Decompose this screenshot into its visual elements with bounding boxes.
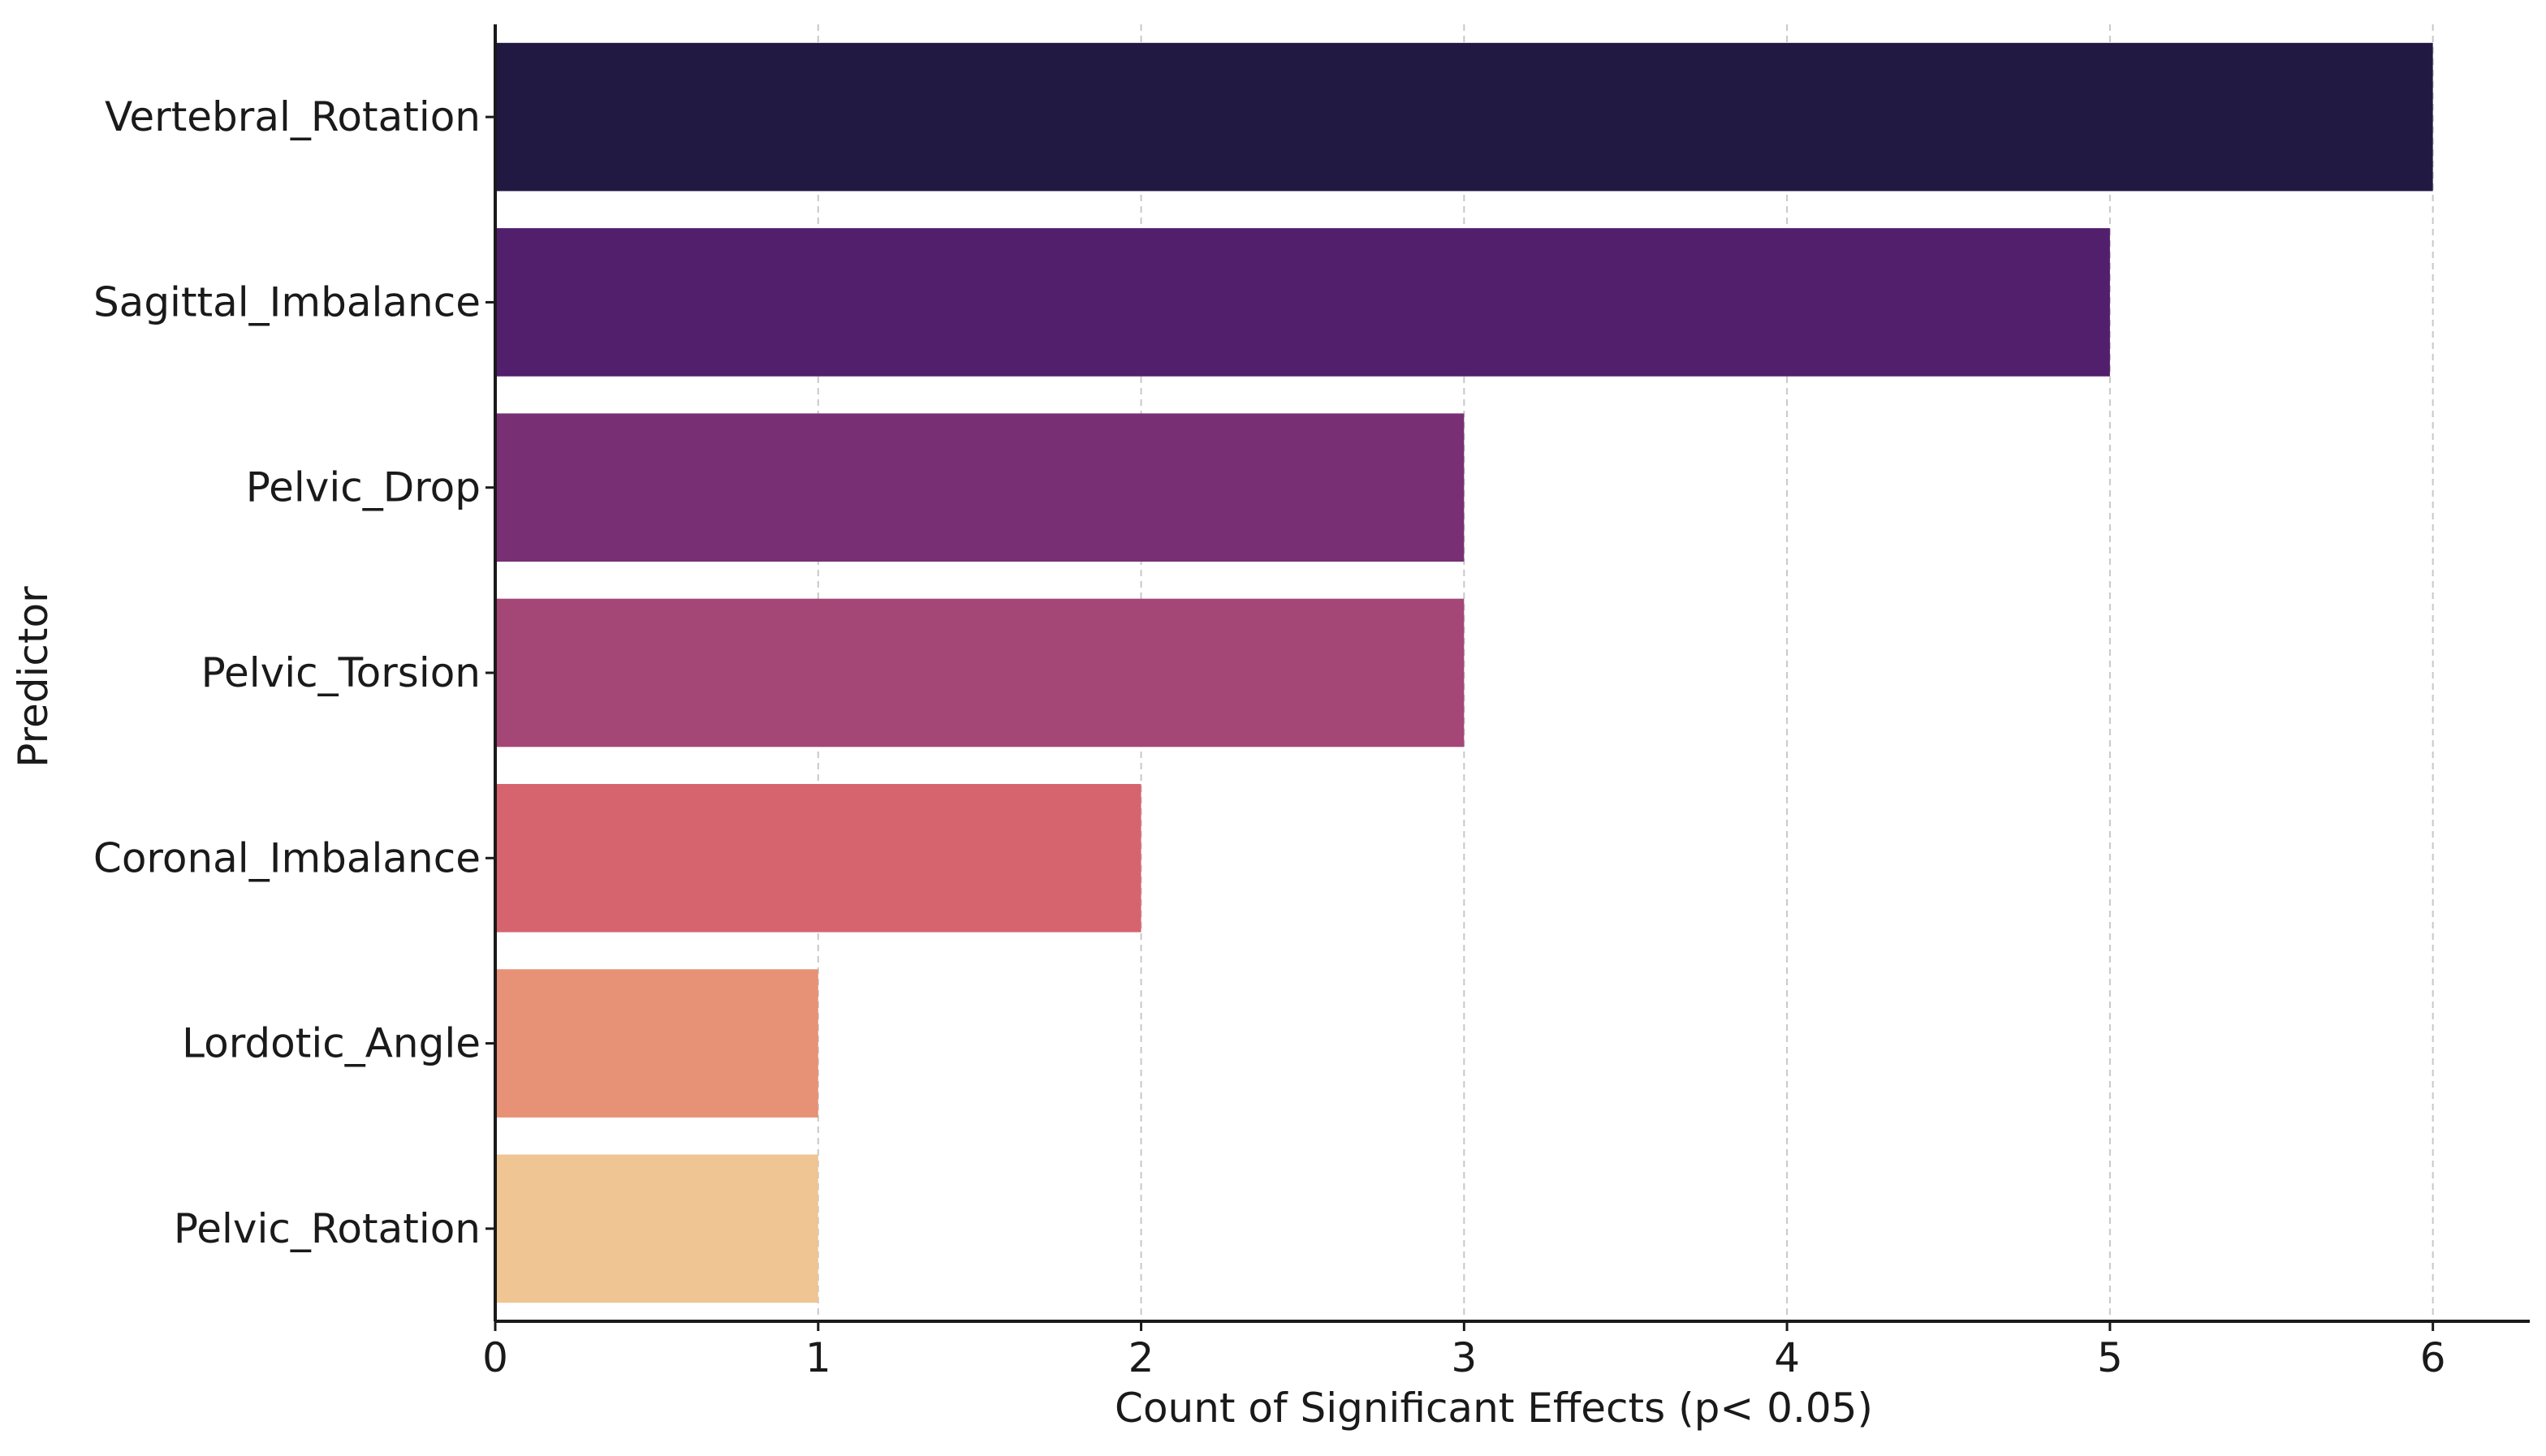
x-tick-label: 3	[1451, 1334, 1477, 1381]
bar-pelvic-torsion	[495, 598, 1465, 747]
bar-vertebral-rotation	[495, 42, 2433, 192]
x-tick-label: 2	[1128, 1334, 1154, 1381]
x-tick-label: 0	[482, 1334, 508, 1381]
x-tick-label: 5	[2097, 1334, 2123, 1381]
y-axis-label: Predictor	[10, 586, 57, 768]
bar-lordotic-angle	[495, 969, 818, 1118]
y-tick-label: Pelvic_Drop	[246, 464, 481, 511]
y-tick-label: Lordotic_Angle	[182, 1020, 481, 1067]
x-axis-label: Count of Significant Effects (p< 0.05)	[1115, 1385, 1873, 1432]
ticks: Vertebral_Rotation Sagittal_Imbalance Pelv…	[93, 93, 2446, 1381]
bar-sagittal-imbalance	[495, 228, 2110, 377]
y-tick-label: Pelvic_Rotation	[174, 1205, 481, 1252]
x-tick-label: 1	[805, 1334, 831, 1381]
bar-coronal-imbalance	[495, 783, 1141, 933]
x-tick-label: 4	[1774, 1334, 1800, 1381]
y-tick-label: Coronal_Imbalance	[93, 834, 481, 881]
bar-pelvic-drop	[495, 413, 1465, 562]
y-tick-label: Vertebral_Rotation	[105, 93, 481, 140]
x-tick-label: 6	[2420, 1334, 2446, 1381]
bars	[495, 42, 2433, 1303]
y-tick-label: Sagittal_Imbalance	[93, 278, 481, 325]
bar-pelvic-rotation	[495, 1154, 818, 1303]
y-tick-label: Pelvic_Torsion	[201, 649, 481, 696]
